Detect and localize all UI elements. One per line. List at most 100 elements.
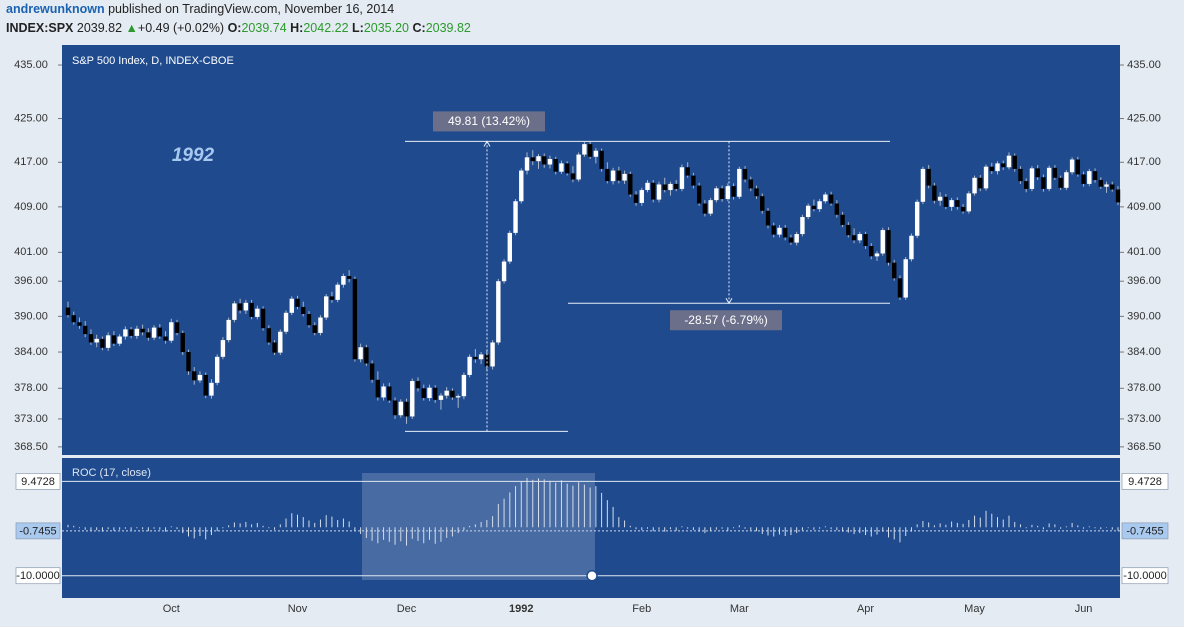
- y-tick-label: 373.00: [14, 413, 48, 425]
- candle-body: [352, 278, 358, 360]
- candle-body: [1098, 180, 1103, 187]
- candle-body: [645, 182, 650, 191]
- candle-body: [306, 313, 312, 326]
- candle-body: [914, 201, 920, 236]
- x-tick-label: 1992: [509, 603, 533, 615]
- candle-body: [909, 235, 914, 260]
- candle-body: [587, 144, 593, 157]
- candle-body: [1104, 184, 1109, 187]
- candle-body: [811, 205, 817, 210]
- candle-body: [358, 347, 363, 360]
- chart-title: S&P 500 Index, D, INDEX-CBOE: [72, 55, 234, 67]
- candle-body: [387, 386, 392, 401]
- candle-body: [978, 177, 983, 189]
- candle-body: [369, 363, 375, 380]
- candle-body: [530, 157, 535, 162]
- candle-body: [100, 338, 105, 348]
- candle-body: [243, 302, 249, 311]
- x-tick-label: May: [964, 603, 985, 615]
- candle-body: [484, 354, 490, 367]
- y-tick-box: [1121, 473, 1169, 490]
- candle-body: [249, 302, 254, 317]
- candle-body: [1087, 171, 1092, 184]
- ohlc-label: H:: [290, 21, 304, 35]
- candle-body: [777, 227, 782, 235]
- candle-body: [151, 327, 157, 338]
- candle-body: [1035, 168, 1040, 178]
- ohlc-label: C:: [412, 21, 426, 35]
- candle-body: [610, 170, 616, 182]
- author[interactable]: andrewunknown: [6, 2, 105, 16]
- y-tick-box: [15, 522, 61, 540]
- measure-label-box: [433, 111, 545, 132]
- ohlc-value: 2039.74: [241, 21, 287, 35]
- candle-body: [157, 327, 163, 337]
- candle-body: [341, 275, 346, 285]
- candle-body: [920, 168, 926, 202]
- candle-body: [817, 201, 822, 210]
- x-tick-label: Apr: [857, 603, 874, 615]
- candle-body: [392, 400, 398, 416]
- candle-body: [570, 173, 576, 180]
- candle-body: [381, 386, 386, 398]
- candle-body: [685, 167, 690, 176]
- x-tick-label: Oct: [163, 603, 180, 615]
- candle-body: [232, 303, 237, 320]
- y-tick-label: 390.00: [14, 310, 48, 322]
- x-tick-label: Jun: [1075, 603, 1093, 615]
- candle-body: [65, 307, 71, 316]
- y-tick-label: 425.00: [14, 112, 48, 124]
- candle-body: [708, 200, 713, 214]
- candle-body: [863, 234, 868, 247]
- candle-body: [94, 338, 99, 343]
- candle-body: [823, 194, 828, 202]
- candle-body: [146, 332, 151, 338]
- candle-body: [995, 163, 1000, 172]
- candle-body: [622, 173, 627, 181]
- candle-body: [192, 371, 197, 381]
- candle-body: [203, 374, 208, 396]
- candle-body: [1081, 174, 1086, 184]
- candle-body: [989, 166, 994, 172]
- candle-body: [209, 382, 214, 396]
- candle-body: [455, 396, 461, 398]
- y-tick-label: 401.00: [14, 246, 48, 258]
- candle-body: [1029, 168, 1035, 189]
- y-tick-label: 435.00: [14, 59, 48, 71]
- candle-body: [783, 227, 788, 238]
- y-tick-label: 417.00: [1127, 156, 1161, 168]
- candle-body: [266, 328, 272, 343]
- candle-body: [1006, 155, 1012, 168]
- candle-body: [1023, 181, 1029, 189]
- candle-body: [943, 196, 949, 207]
- candle-body: [364, 347, 369, 364]
- y-tick-label: 384.00: [14, 346, 48, 358]
- y-tick-label: -0.7455: [19, 525, 56, 537]
- candle-body: [214, 356, 220, 383]
- candle-body: [1075, 159, 1081, 175]
- candle-body: [404, 401, 409, 417]
- candle-body: [473, 356, 478, 360]
- candle-body: [696, 185, 702, 204]
- candle-body: [628, 173, 633, 195]
- header: andrewunknown published on TradingView.c…: [6, 0, 471, 38]
- candle-body: [886, 230, 891, 263]
- candle-body: [593, 150, 599, 157]
- y-tick-label: 409.00: [14, 201, 48, 213]
- candle-body: [547, 158, 553, 165]
- candle-body: [278, 331, 283, 353]
- y-tick-label: 368.50: [1127, 441, 1161, 453]
- candle-body: [1046, 167, 1052, 189]
- candle-body: [83, 325, 88, 335]
- candle-body: [691, 175, 696, 186]
- candle-body: [490, 342, 495, 367]
- candle-body: [582, 144, 587, 155]
- candle-body: [71, 315, 76, 323]
- candle-body: [926, 168, 931, 186]
- candle-body: [857, 234, 863, 241]
- y-tick-label: 384.00: [1127, 346, 1161, 358]
- candle-body: [1092, 171, 1098, 181]
- candle-body: [260, 308, 266, 329]
- candle-body: [335, 284, 340, 300]
- y-tick-label: 373.00: [1127, 413, 1161, 425]
